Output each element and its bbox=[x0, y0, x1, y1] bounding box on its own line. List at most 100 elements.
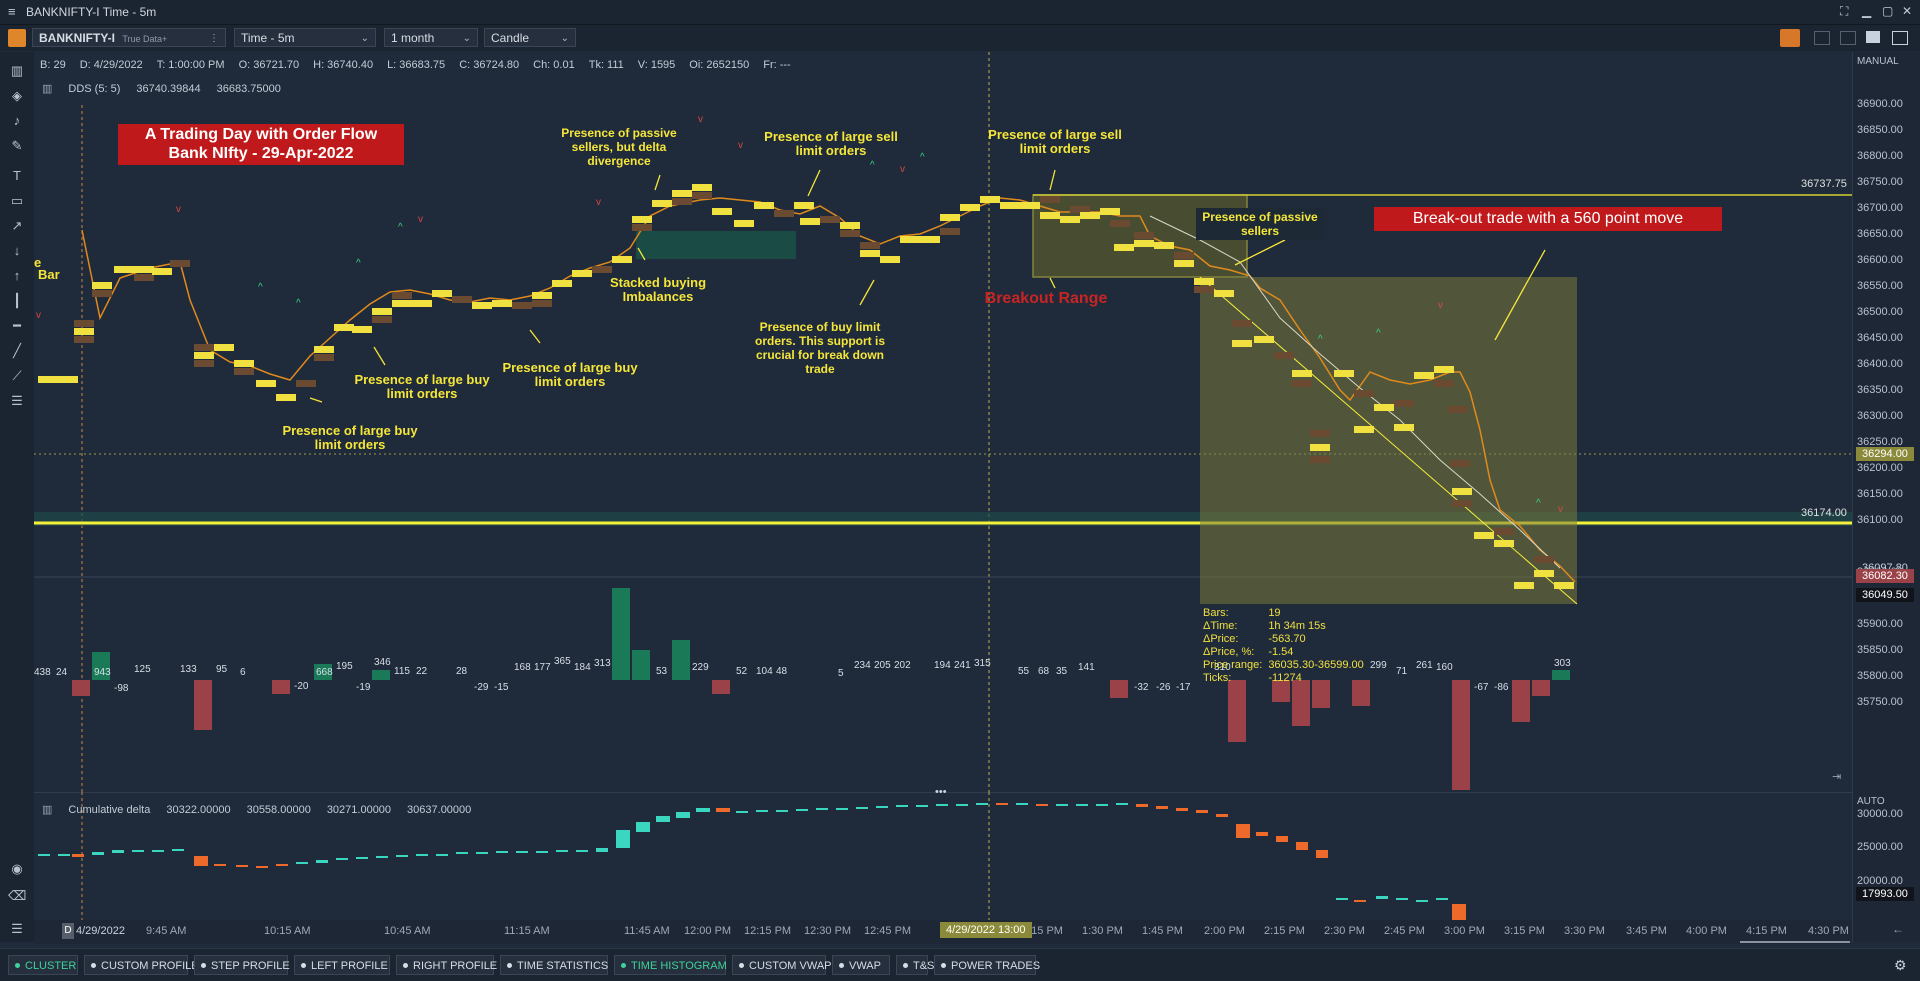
annotation-passive-sellers-2: Presence of passive sellers bbox=[1196, 208, 1324, 240]
breakout-trade-label: Break-out trade with a 560 point move bbox=[1374, 207, 1722, 231]
price-axis-label: 36100.00 bbox=[1857, 514, 1903, 526]
rectangle-tool-icon[interactable]: ▭ bbox=[10, 193, 24, 208]
settings-list-icon[interactable]: ☰ bbox=[11, 393, 23, 408]
price-axis-label: 36450.00 bbox=[1857, 332, 1903, 344]
price-axis-label: 36550.00 bbox=[1857, 280, 1903, 292]
scale-mode[interactable]: MANUAL bbox=[1857, 56, 1899, 67]
bottom-toolbar: CLUSTER CUSTOM PROFILE STEP PROFILE LEFT PR… bbox=[0, 948, 1920, 981]
delta-value-label: 52 bbox=[736, 666, 748, 677]
panel-resize-handle[interactable]: ••• bbox=[935, 786, 947, 798]
tab-power-trades[interactable]: POWER TRADES bbox=[934, 955, 1040, 975]
restore-icon[interactable]: ⛶ bbox=[1840, 4, 1849, 18]
annotation-breakout-range: Breakout Range bbox=[984, 290, 1108, 307]
maximize-icon[interactable]: ▢ bbox=[1882, 4, 1894, 18]
chevron-down-icon: ⌄ bbox=[560, 33, 569, 44]
status-dot-icon bbox=[301, 963, 306, 968]
svg-text:v: v bbox=[176, 204, 181, 215]
tab-custom-profile[interactable]: CUSTOM PROFILE bbox=[84, 955, 199, 975]
time-axis-label: 4:00 PM bbox=[1686, 925, 1727, 937]
time-axis-label: 2:00 PM bbox=[1204, 925, 1245, 937]
ruler-icon[interactable]: ⟋ bbox=[12, 368, 22, 383]
delta-value-label: 303 bbox=[1554, 658, 1571, 669]
price-axis-label: 36200.00 bbox=[1857, 462, 1903, 474]
annotation-stacked-buying: Stacked buying Imbalances bbox=[609, 275, 707, 304]
delta-value-label: 55 bbox=[1018, 666, 1030, 677]
cumulative-delta-panel[interactable] bbox=[34, 792, 1852, 923]
svg-text:v: v bbox=[738, 140, 743, 151]
price-axis[interactable]: MANUAL 36900.00 36850.00 36800.00 36750.00 3… bbox=[1852, 52, 1920, 942]
crosshair-toggle-icon[interactable] bbox=[1780, 29, 1800, 47]
delta-value-label: -98 bbox=[114, 683, 129, 694]
tab-right-profile[interactable]: RIGHT PROFILE bbox=[396, 955, 497, 975]
time-axis-label: 1:30 PM bbox=[1082, 925, 1123, 937]
layers-icon[interactable]: ◈ bbox=[12, 88, 22, 103]
tab-custom-vwap[interactable]: CUSTOM VWAP bbox=[732, 955, 832, 975]
price-axis-label: 36600.00 bbox=[1857, 254, 1903, 266]
svg-text:v: v bbox=[418, 214, 423, 225]
trash-icon[interactable]: ⌫ bbox=[8, 888, 27, 903]
template-icon[interactable] bbox=[1866, 31, 1880, 43]
tab-time-statistics[interactable]: TIME STATISTICS bbox=[500, 955, 608, 975]
status-dot-icon bbox=[903, 963, 908, 968]
vertical-line-icon[interactable]: ┃ bbox=[13, 293, 21, 308]
panel-toggle-icon[interactable] bbox=[8, 29, 26, 47]
layout-icon[interactable] bbox=[1814, 31, 1830, 45]
dds-indicator-label[interactable]: ▥ DDS (5: 5) 36740.39844 36683.75000 bbox=[42, 83, 281, 95]
symbol-selector[interactable]: BANKNIFTY-I True Data+ ⋮ bbox=[32, 28, 226, 47]
status-dot-icon bbox=[403, 963, 408, 968]
cd-axis-label: 25000.00 bbox=[1857, 841, 1903, 853]
text-tool-icon[interactable]: T bbox=[13, 168, 21, 183]
delta-value-label: 310 bbox=[1214, 662, 1231, 673]
arrow-down-icon[interactable]: ↓ bbox=[13, 243, 21, 258]
arrow-up-icon[interactable]: ↑ bbox=[13, 268, 21, 283]
price-axis-label: 35800.00 bbox=[1857, 670, 1903, 682]
last-price-b: 36082.30 bbox=[1856, 569, 1914, 583]
tab-cluster[interactable]: CLUSTER bbox=[8, 955, 78, 975]
crosshair-time: 4/29/2022 13:00 bbox=[940, 922, 1032, 938]
cumulative-delta-label[interactable]: ▥ Cumulative delta 30322.00000 30558.00000 3… bbox=[42, 804, 472, 816]
minimize-icon[interactable]: ▁ bbox=[1862, 4, 1872, 18]
tab-t-s[interactable]: T&S bbox=[896, 955, 934, 975]
time-axis[interactable]: 4/29/2022 D 9:45 AM 10:15 AM 10:45 AM 11:15… bbox=[34, 920, 1852, 944]
svg-text:^: ^ bbox=[398, 222, 403, 233]
trend-line-icon[interactable]: ╱ bbox=[13, 343, 21, 358]
status-dot-icon bbox=[507, 963, 512, 968]
time-axis-label: 10:15 AM bbox=[264, 925, 311, 937]
delta-value-label: 261 bbox=[1416, 660, 1433, 671]
delta-value-label: 5 bbox=[838, 668, 844, 679]
split-view-icon[interactable] bbox=[1892, 31, 1908, 45]
time-axis-label: 2:15 PM bbox=[1264, 925, 1305, 937]
delta-value-label: 943 bbox=[94, 667, 111, 678]
scroll-left-icon[interactable]: ← bbox=[1892, 922, 1904, 936]
close-icon[interactable]: ✕ bbox=[1902, 4, 1913, 18]
bell-icon[interactable]: ♪ bbox=[13, 113, 21, 128]
timeframe-select[interactable]: Time - 5m ⌄ bbox=[234, 28, 376, 47]
scroll-end-icon[interactable]: ⇥ bbox=[1832, 771, 1842, 783]
svg-text:^: ^ bbox=[356, 258, 361, 269]
svg-text:v: v bbox=[36, 310, 41, 321]
more-icon: ⋮ bbox=[209, 33, 219, 44]
list-icon[interactable]: ☰ bbox=[11, 921, 23, 936]
trash-icon[interactable] bbox=[1840, 31, 1856, 45]
status-dot-icon bbox=[739, 963, 744, 968]
price-axis-label: 36250.00 bbox=[1857, 436, 1903, 448]
tab-vwap[interactable]: VWAP bbox=[832, 955, 890, 975]
status-dot-icon bbox=[201, 963, 206, 968]
delta-value-label: 22 bbox=[416, 666, 428, 677]
bar-chart-icon[interactable]: ▥ bbox=[10, 63, 24, 78]
price-axis-label: 36350.00 bbox=[1857, 384, 1903, 396]
horizontal-scrollbar[interactable] bbox=[1740, 941, 1850, 943]
eye-icon[interactable]: ◉ bbox=[11, 861, 23, 876]
cd-scale-mode[interactable]: AUTO bbox=[1857, 796, 1885, 807]
tab-step-profile[interactable]: STEP PROFILE bbox=[194, 955, 290, 975]
delta-value-label: 365 bbox=[554, 656, 571, 667]
tab-time-histogram[interactable]: TIME HISTOGRAM bbox=[614, 955, 727, 975]
horizontal-line-icon[interactable]: ━ bbox=[13, 318, 21, 333]
arrow-tool-icon[interactable]: ↗ bbox=[11, 218, 23, 233]
gear-icon[interactable]: ⚙ bbox=[1894, 957, 1907, 973]
pencil-icon[interactable]: ✎ bbox=[11, 138, 23, 153]
menu-icon[interactable]: ≡ bbox=[8, 4, 16, 19]
chart-type-select[interactable]: Candle ⌄ bbox=[484, 28, 576, 47]
range-select[interactable]: 1 month ⌄ bbox=[384, 28, 478, 47]
tab-left-profile[interactable]: LEFT PROFILE bbox=[294, 955, 390, 975]
